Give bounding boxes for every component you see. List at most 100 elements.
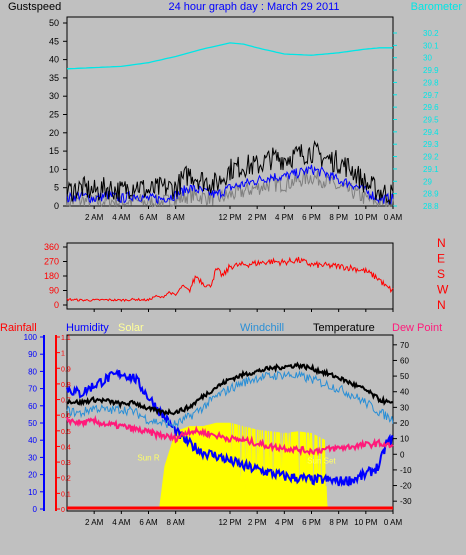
rainfall-label: Rainfall bbox=[0, 322, 37, 334]
rain-tick-label-9: 0.9 bbox=[61, 366, 71, 373]
temp-time-label-10: 0 AM bbox=[384, 518, 403, 527]
gust-tick-label-10: 50 bbox=[49, 18, 59, 28]
temp-tick-label-3: 0 bbox=[400, 450, 405, 459]
temp-tick-label-5: 20 bbox=[400, 419, 409, 428]
temp-tick-label-6: 30 bbox=[400, 403, 409, 412]
wind-time-label-9: 10 PM bbox=[354, 213, 377, 222]
barometer-tick-label-8: 29.6 bbox=[423, 103, 439, 112]
temp-tick-label-4: 10 bbox=[400, 435, 409, 444]
gust-tick-label-7: 35 bbox=[49, 73, 59, 83]
temp-tick-label-9: 60 bbox=[400, 356, 409, 365]
temp-time-label-5: 2 PM bbox=[248, 518, 267, 527]
humidity-tick-label-5: 50 bbox=[28, 419, 37, 428]
rain-tick-label-6: 0.6 bbox=[61, 413, 71, 420]
series-humidity bbox=[66, 368, 394, 488]
temp-tick-label-0: -30 bbox=[400, 497, 412, 506]
series-wind-direction bbox=[66, 256, 394, 303]
humidity-tick-label-3: 30 bbox=[28, 453, 37, 462]
gust-tick-label-8: 40 bbox=[49, 55, 59, 65]
direction-tick-label-4: 360 bbox=[44, 242, 59, 252]
humidity-tick-label-10: 100 bbox=[24, 333, 38, 342]
wind-time-label-7: 6 PM bbox=[302, 213, 321, 222]
series-gustspeed bbox=[66, 140, 394, 205]
barometer-tick-label-14: 30.2 bbox=[423, 29, 439, 38]
rain-tick-label-0: 0 bbox=[61, 507, 65, 514]
gust-tick-label-1: 5 bbox=[54, 183, 59, 193]
rain-tick-label-5: 0.5 bbox=[61, 429, 71, 436]
rain-tick-label-2: 0.2 bbox=[61, 476, 71, 483]
barometer-tick-label-12: 30 bbox=[423, 54, 432, 63]
rain-tick-label-10: 1 bbox=[61, 351, 65, 358]
temp-time-label-3: 8 AM bbox=[167, 518, 186, 527]
series-barometer bbox=[66, 42, 393, 70]
direction-tick-label-0: 0 bbox=[54, 300, 59, 310]
barometer-tick-label-11: 29.9 bbox=[423, 66, 439, 75]
series-temperature bbox=[66, 361, 394, 417]
barometer-tick-label-4: 29.2 bbox=[423, 153, 439, 162]
gust-tick-label-2: 10 bbox=[49, 164, 59, 174]
compass-label-0: N bbox=[437, 236, 446, 250]
direction-plot-frame bbox=[66, 242, 394, 310]
gust-tick-label-4: 20 bbox=[49, 128, 59, 138]
barometer-tick-label-7: 29.5 bbox=[423, 116, 439, 125]
temp-tick-label-10: 70 bbox=[400, 341, 409, 350]
rain-tick-label-11: 1.1 bbox=[61, 335, 71, 342]
temp-tick-label-2: -10 bbox=[400, 466, 412, 475]
rain-tick-label-4: 0.4 bbox=[61, 444, 71, 451]
annotation-1: Sun Set bbox=[307, 457, 336, 466]
humidity-label: Humidity bbox=[66, 322, 109, 334]
temp-tick-label-1: -20 bbox=[400, 482, 412, 491]
humidity-tick-label-1: 10 bbox=[28, 488, 37, 497]
temp-time-label-9: 10 PM bbox=[354, 518, 377, 527]
barometer-tick-label-1: 28.9 bbox=[423, 190, 439, 199]
gust-tick-label-6: 30 bbox=[49, 91, 59, 101]
barometer-tick-label-6: 29.4 bbox=[423, 128, 439, 137]
compass-label-4: N bbox=[437, 298, 446, 312]
barometer-tick-label-13: 30.1 bbox=[423, 41, 439, 50]
direction-tick-label-2: 180 bbox=[44, 271, 59, 281]
barometer-tick-label-0: 28.8 bbox=[423, 202, 439, 211]
compass-label-3: W bbox=[437, 283, 449, 297]
barometer-tick-label-2: 29 bbox=[423, 177, 432, 186]
barometer-tick-label-3: 29.1 bbox=[423, 165, 439, 174]
temp-time-label-2: 6 AM bbox=[139, 518, 158, 527]
chart-title: 24 hour graph day : March 29 2011 bbox=[168, 1, 339, 13]
temp-tick-label-8: 50 bbox=[400, 372, 409, 381]
annotation-0: Sun R bbox=[137, 453, 159, 462]
series-dew-point bbox=[66, 414, 394, 457]
barometer-tick-label-5: 29.3 bbox=[423, 140, 439, 149]
humidity-tick-label-9: 90 bbox=[28, 350, 37, 359]
temp-time-label-6: 4 PM bbox=[275, 518, 294, 527]
wind-time-label-8: 8 PM bbox=[329, 213, 348, 222]
rain-tick-label-1: 0.1 bbox=[61, 491, 71, 498]
dewpoint-label: Dew Point bbox=[392, 322, 442, 334]
temp-time-label-7: 6 PM bbox=[302, 518, 321, 527]
gust-tick-label-9: 45 bbox=[49, 36, 59, 46]
barometer-axis-label: Barometer bbox=[411, 1, 463, 13]
series-windchill bbox=[66, 370, 394, 430]
temp-time-label-8: 8 PM bbox=[329, 518, 348, 527]
humidity-tick-label-4: 40 bbox=[28, 436, 37, 445]
wind-time-label-4: 12 PM bbox=[218, 213, 241, 222]
humidity-tick-label-6: 60 bbox=[28, 402, 37, 411]
gust-tick-label-5: 25 bbox=[49, 110, 59, 120]
wind-time-label-10: 0 AM bbox=[384, 213, 403, 222]
series-windspeed bbox=[66, 164, 394, 205]
temp-tick-label-7: 40 bbox=[400, 388, 409, 397]
wind-time-label-1: 4 AM bbox=[112, 213, 131, 222]
gust-tick-label-3: 15 bbox=[49, 146, 59, 156]
humidity-tick-label-8: 80 bbox=[28, 367, 37, 376]
gust-tick-label-0: 0 bbox=[54, 201, 59, 211]
humidity-tick-label-7: 70 bbox=[28, 385, 37, 394]
rain-tick-label-7: 0.7 bbox=[61, 398, 71, 405]
temp-time-label-4: 12 PM bbox=[218, 518, 241, 527]
solar-label: Solar bbox=[118, 322, 144, 334]
temperature-label: Temperature bbox=[313, 322, 375, 334]
temp-time-label-1: 4 AM bbox=[112, 518, 131, 527]
compass-label-1: E bbox=[437, 252, 445, 266]
direction-tick-label-1: 90 bbox=[49, 286, 59, 296]
wind-time-label-3: 8 AM bbox=[167, 213, 186, 222]
barometer-tick-label-9: 29.7 bbox=[423, 91, 439, 100]
wind-time-label-0: 2 AM bbox=[85, 213, 104, 222]
